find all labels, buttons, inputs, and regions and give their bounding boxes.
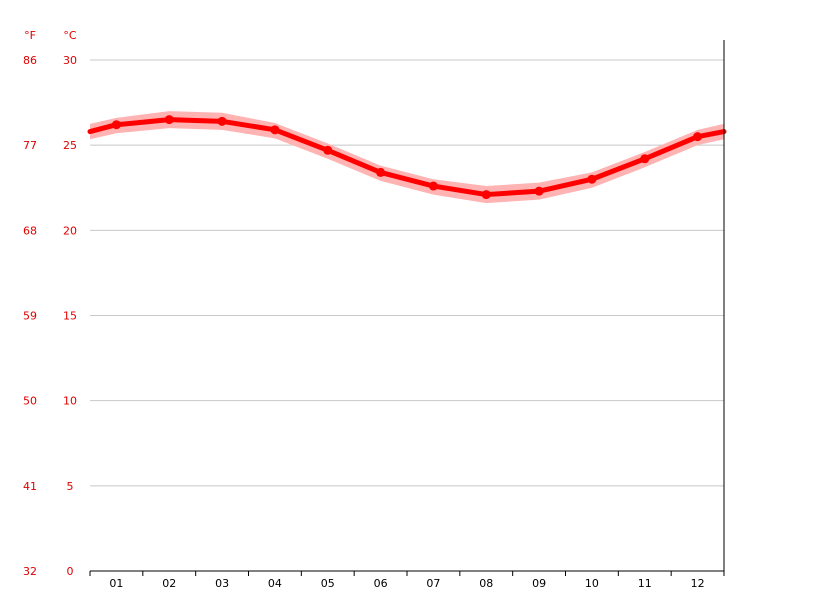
data-point xyxy=(270,125,280,135)
data-point xyxy=(587,174,597,184)
y-tick-label-f: 86 xyxy=(23,54,37,67)
x-tick-label: 07 xyxy=(426,577,440,590)
data-point xyxy=(534,186,544,196)
x-tick-label: 03 xyxy=(215,577,229,590)
data-point xyxy=(111,120,121,130)
data-point xyxy=(693,132,703,142)
y-tick-label-c: 0 xyxy=(67,565,74,578)
x-tick-label: 06 xyxy=(374,577,388,590)
line-layer xyxy=(87,115,727,200)
x-tick-label: 02 xyxy=(162,577,176,590)
grid-layer xyxy=(90,59,724,487)
axis-layer xyxy=(89,40,725,576)
y-tick-label-c: 25 xyxy=(63,139,77,152)
y-tick-label-f: 50 xyxy=(23,395,37,408)
data-point xyxy=(217,116,227,126)
x-tick-label: 11 xyxy=(638,577,652,590)
unit-c-label: °C xyxy=(63,29,77,42)
y-tick-label-c: 15 xyxy=(63,310,77,323)
label-layer: °F °C 32 0 41 5 50 10 59 15 68 20 77 25 86 30 01 02 03 04… xyxy=(23,29,705,590)
x-tick-label: 10 xyxy=(585,577,599,590)
y-tick-label-f: 68 xyxy=(23,224,37,237)
y-tick-label-f: 41 xyxy=(23,480,37,493)
data-point xyxy=(640,154,650,164)
x-tick-label: 12 xyxy=(691,577,705,590)
data-point xyxy=(376,167,386,177)
series-line xyxy=(87,117,727,198)
y-tick-label-c: 20 xyxy=(63,224,77,237)
y-tick-label-c: 10 xyxy=(63,395,77,408)
y-tick-label-c: 5 xyxy=(67,480,74,493)
x-tick-label: 08 xyxy=(479,577,493,590)
y-tick-label-f: 77 xyxy=(23,139,37,152)
data-point xyxy=(428,181,438,191)
x-tick-label: 01 xyxy=(109,577,123,590)
x-tick-label: 04 xyxy=(268,577,282,590)
x-tick-label: 09 xyxy=(532,577,546,590)
data-point xyxy=(323,145,333,155)
data-point xyxy=(481,190,491,200)
x-tick-label: 05 xyxy=(321,577,335,590)
y-tick-label-f: 59 xyxy=(23,310,37,323)
band-layer xyxy=(90,111,724,204)
temperature-band xyxy=(90,111,724,204)
unit-f-label: °F xyxy=(24,29,36,42)
y-tick-label-f: 32 xyxy=(23,565,37,578)
data-point xyxy=(164,115,174,125)
y-tick-label-c: 30 xyxy=(63,54,77,67)
